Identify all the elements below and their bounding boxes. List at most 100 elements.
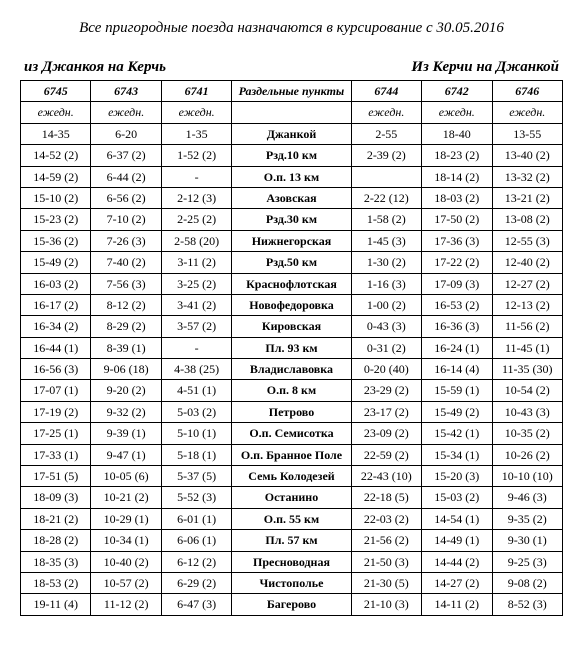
time-cell: 6-29 (2) xyxy=(161,572,231,593)
timetable-body: 14-356-201-35Джанкой2-5518-4013-5514-52 … xyxy=(21,123,563,615)
freq-6: ежедн. xyxy=(492,102,563,123)
time-cell: 5-03 (2) xyxy=(161,401,231,422)
time-cell: 13-32 (2) xyxy=(492,166,563,187)
time-cell: 17-51 (5) xyxy=(21,466,91,487)
time-cell: 2-55 xyxy=(351,123,421,144)
time-cell: 6-01 (1) xyxy=(161,508,231,529)
time-cell: 3-41 (2) xyxy=(161,294,231,315)
time-cell: 13-40 (2) xyxy=(492,145,563,166)
table-row: 16-03 (2)7-56 (3)3-25 (2)Краснофлотская1… xyxy=(21,273,563,294)
time-cell: 6-12 (2) xyxy=(161,551,231,572)
station-cell: О.п. 13 км xyxy=(232,166,351,187)
station-cell: О.п. Семисотка xyxy=(232,423,351,444)
page-title: Все пригородные поезда назначаются в кур… xyxy=(20,20,563,37)
time-cell: 14-44 (2) xyxy=(422,551,492,572)
time-cell: 2-58 (20) xyxy=(161,230,231,251)
time-cell: 17-19 (2) xyxy=(21,401,91,422)
time-cell xyxy=(351,166,421,187)
time-cell: 13-21 (2) xyxy=(492,187,563,208)
station-cell: Багерово xyxy=(232,594,351,615)
right-direction: Из Керчи на Джанкой xyxy=(411,59,559,76)
time-cell: 15-23 (2) xyxy=(21,209,91,230)
station-cell: О.п. 55 км xyxy=(232,508,351,529)
table-row: 15-10 (2)6-56 (2)2-12 (3)Азовская2-22 (1… xyxy=(21,187,563,208)
time-cell: 7-56 (3) xyxy=(91,273,161,294)
time-cell: 17-33 (1) xyxy=(21,444,91,465)
time-cell: 6-47 (3) xyxy=(161,594,231,615)
table-row: 15-49 (2)7-40 (2)3-11 (2)Рзд.50 км1-30 (… xyxy=(21,252,563,273)
station-cell: Пресноводная xyxy=(232,551,351,572)
freq-5: ежедн. xyxy=(422,102,492,123)
time-cell: 17-22 (2) xyxy=(422,252,492,273)
table-row: 14-59 (2)6-44 (2)-О.п. 13 км18-14 (2)13-… xyxy=(21,166,563,187)
time-cell: 18-21 (2) xyxy=(21,508,91,529)
time-cell: 13-55 xyxy=(492,123,563,144)
time-cell: 15-03 (2) xyxy=(422,487,492,508)
time-cell: 14-52 (2) xyxy=(21,145,91,166)
time-cell: 9-32 (2) xyxy=(91,401,161,422)
table-row: 18-35 (3)10-40 (2)6-12 (2)Пресноводная21… xyxy=(21,551,563,572)
time-cell: - xyxy=(161,337,231,358)
time-cell: 7-40 (2) xyxy=(91,252,161,273)
timetable: 6745 6743 6741 Раздельные пункты 6744 67… xyxy=(20,80,563,616)
time-cell: 22-03 (2) xyxy=(351,508,421,529)
time-cell: 19-11 (4) xyxy=(21,594,91,615)
time-cell: 10-05 (6) xyxy=(91,466,161,487)
time-cell: 1-45 (3) xyxy=(351,230,421,251)
station-cell: Рзд.10 км xyxy=(232,145,351,166)
col-stations: Раздельные пункты xyxy=(232,81,351,102)
freq-0: ежедн. xyxy=(21,102,91,123)
col-6746: 6746 xyxy=(492,81,563,102)
time-cell: 9-06 (18) xyxy=(91,359,161,380)
time-cell: 23-09 (2) xyxy=(351,423,421,444)
table-row: 17-33 (1)9-47 (1)5-18 (1)О.п. Бранное По… xyxy=(21,444,563,465)
time-cell: 3-11 (2) xyxy=(161,252,231,273)
station-cell: Нижнегорская xyxy=(232,230,351,251)
time-cell: 12-55 (3) xyxy=(492,230,563,251)
time-cell: 3-25 (2) xyxy=(161,273,231,294)
station-cell: Семь Колодезей xyxy=(232,466,351,487)
station-cell: Останино xyxy=(232,487,351,508)
station-cell: Владиславовка xyxy=(232,359,351,380)
time-cell: 18-14 (2) xyxy=(422,166,492,187)
time-cell: 6-20 xyxy=(91,123,161,144)
time-cell: 3-57 (2) xyxy=(161,316,231,337)
time-cell: 11-12 (2) xyxy=(91,594,161,615)
time-cell: 15-49 (2) xyxy=(422,401,492,422)
time-cell: 22-43 (10) xyxy=(351,466,421,487)
time-cell: 10-43 (3) xyxy=(492,401,563,422)
time-cell: 6-44 (2) xyxy=(91,166,161,187)
station-cell: Рзд.30 км xyxy=(232,209,351,230)
station-cell: Рзд.50 км xyxy=(232,252,351,273)
time-cell: 6-56 (2) xyxy=(91,187,161,208)
time-cell: 17-09 (3) xyxy=(422,273,492,294)
time-cell: 12-27 (2) xyxy=(492,273,563,294)
time-cell: 14-35 xyxy=(21,123,91,144)
table-row: 15-36 (2)7-26 (3)2-58 (20)Нижнегорская1-… xyxy=(21,230,563,251)
time-cell: 10-21 (2) xyxy=(91,487,161,508)
header-row-frequency: ежедн. ежедн. ежедн. ежедн. ежедн. ежедн… xyxy=(21,102,563,123)
col-6743: 6743 xyxy=(91,81,161,102)
time-cell: 10-26 (2) xyxy=(492,444,563,465)
time-cell: 11-56 (2) xyxy=(492,316,563,337)
time-cell: 15-36 (2) xyxy=(21,230,91,251)
time-cell: 9-46 (3) xyxy=(492,487,563,508)
time-cell: 18-23 (2) xyxy=(422,145,492,166)
time-cell: 8-12 (2) xyxy=(91,294,161,315)
time-cell: 21-10 (3) xyxy=(351,594,421,615)
time-cell: 15-34 (1) xyxy=(422,444,492,465)
time-cell: 8-29 (2) xyxy=(91,316,161,337)
time-cell: 10-34 (1) xyxy=(91,530,161,551)
time-cell: 2-22 (12) xyxy=(351,187,421,208)
time-cell: 21-30 (5) xyxy=(351,572,421,593)
time-cell: 14-54 (1) xyxy=(422,508,492,529)
time-cell: 22-18 (5) xyxy=(351,487,421,508)
time-cell: 15-10 (2) xyxy=(21,187,91,208)
table-row: 17-19 (2)9-32 (2)5-03 (2)Петрово23-17 (2… xyxy=(21,401,563,422)
time-cell: 16-14 (4) xyxy=(422,359,492,380)
table-row: 14-52 (2)6-37 (2)1-52 (2)Рзд.10 км2-39 (… xyxy=(21,145,563,166)
time-cell: 1-00 (2) xyxy=(351,294,421,315)
time-cell: 14-49 (1) xyxy=(422,530,492,551)
time-cell: 16-17 (2) xyxy=(21,294,91,315)
time-cell: 15-42 (1) xyxy=(422,423,492,444)
